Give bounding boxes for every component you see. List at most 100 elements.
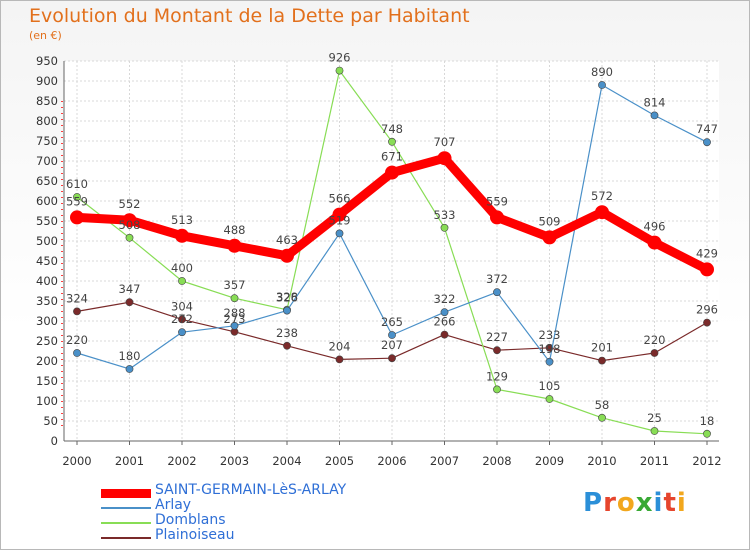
y-tick-label: 100 (36, 394, 58, 408)
grid (64, 60, 719, 442)
y-tick-label: 300 (36, 314, 58, 328)
data-label: 266 (434, 315, 456, 329)
series-layer (70, 66, 714, 438)
y-tick-label: 50 (43, 414, 58, 428)
data-label: 559 (486, 194, 508, 208)
data-point (73, 307, 81, 316)
data-label: 201 (591, 341, 613, 355)
data-label: 220 (66, 333, 88, 347)
x-tick-label: 2000 (62, 454, 91, 468)
legend-label: Plainoiseau (155, 527, 235, 543)
y-tick-label: 450 (36, 254, 58, 268)
data-point (178, 328, 186, 337)
y-tick-label: 650 (36, 174, 58, 188)
data-label: 747 (696, 122, 718, 136)
data-label: 814 (644, 95, 666, 109)
data-label: 572 (591, 189, 613, 203)
data-point (73, 193, 81, 201)
data-label: 372 (486, 272, 508, 286)
x-tick-label: 2003 (220, 454, 249, 468)
data-label: 18 (700, 414, 715, 428)
data-point (70, 210, 84, 225)
proxiti-logo: Proxiti (583, 488, 687, 518)
data-point (440, 330, 449, 339)
data-point (703, 429, 711, 438)
data-label: 220 (644, 333, 666, 347)
data-label: 265 (381, 315, 403, 329)
data-point (595, 205, 609, 220)
data-point (335, 229, 344, 238)
y-tick-label: 500 (36, 234, 58, 248)
data-label: 400 (171, 261, 193, 275)
data-point (650, 427, 659, 435)
data-point (175, 228, 189, 243)
data-point (283, 341, 291, 350)
data-label: 273 (224, 312, 246, 326)
y-tick-label: 850 (36, 94, 58, 108)
data-label: 610 (66, 177, 88, 191)
data-label: 559 (66, 194, 88, 208)
x-tick-label: 2006 (377, 454, 406, 468)
data-label: 227 (486, 330, 508, 344)
data-label: 707 (434, 135, 456, 149)
data-label: 129 (486, 369, 508, 383)
legend-label: Domblans (155, 512, 226, 528)
y-tick-label: 600 (36, 194, 58, 208)
data-point (598, 413, 606, 422)
data-labels: 559 552 513 488 463 566 671 707 559 509 572 496 429 2… (66, 51, 718, 428)
data-label: 357 (224, 278, 246, 292)
data-point (647, 235, 662, 250)
data-point (332, 207, 347, 222)
data-label: 58 (595, 398, 610, 412)
legend-swatch (101, 488, 151, 498)
data-label: 488 (224, 223, 246, 237)
data-label: 328 (276, 290, 298, 304)
y-tick-label: 550 (36, 214, 58, 228)
x-tick-label: 2009 (535, 454, 564, 468)
data-point (178, 315, 186, 324)
data-point (385, 165, 399, 180)
data-point (598, 81, 606, 89)
data-point (280, 248, 294, 263)
y-tick-label: 200 (36, 354, 58, 368)
data-point (493, 288, 501, 297)
data-label: 207 (381, 338, 403, 352)
data-point (493, 385, 501, 394)
legend-swatch (101, 507, 151, 509)
y-tick-label: 0 (51, 434, 58, 448)
x-tick-label: 2005 (325, 454, 354, 468)
data-label: 204 (329, 339, 351, 353)
data-label: 272 (171, 312, 193, 326)
data-point (703, 138, 711, 147)
data-label: 296 (696, 303, 718, 317)
data-point (388, 354, 396, 363)
data-point (545, 357, 554, 366)
data-point (493, 346, 501, 355)
data-point (178, 277, 186, 285)
x-tick-label: 2002 (167, 454, 196, 468)
data-point (283, 306, 291, 315)
chart-title: Evolution du Montant de la Dette par Hab… (29, 5, 470, 27)
x-tick-label: 2004 (272, 454, 301, 468)
data-label: 322 (434, 292, 456, 306)
data-label: 180 (119, 349, 141, 363)
logo-letter: x (635, 488, 654, 518)
data-point (650, 349, 659, 357)
y-tick-label: 700 (36, 154, 58, 168)
unit-label: (en €) (29, 29, 62, 42)
logo-letter: t (663, 488, 677, 518)
data-point (230, 294, 239, 303)
legend-label: SAINT-GERMAIN-LèS-ARLAY (155, 482, 347, 498)
data-point (335, 66, 344, 75)
data-label: 519 (329, 213, 351, 227)
data-point (598, 356, 606, 365)
axes: 0 50 100 150 200 250 300 350 400 450 500 550 600 650 7… (36, 54, 722, 468)
logo-letter: o (616, 488, 636, 518)
data-label: 304 (171, 299, 193, 313)
data-label: 496 (644, 220, 666, 234)
data-point (125, 365, 134, 373)
data-label: 513 (171, 213, 193, 227)
x-tick-label: 2012 (692, 454, 721, 468)
data-point (227, 238, 242, 253)
data-label: 105 (539, 379, 561, 393)
